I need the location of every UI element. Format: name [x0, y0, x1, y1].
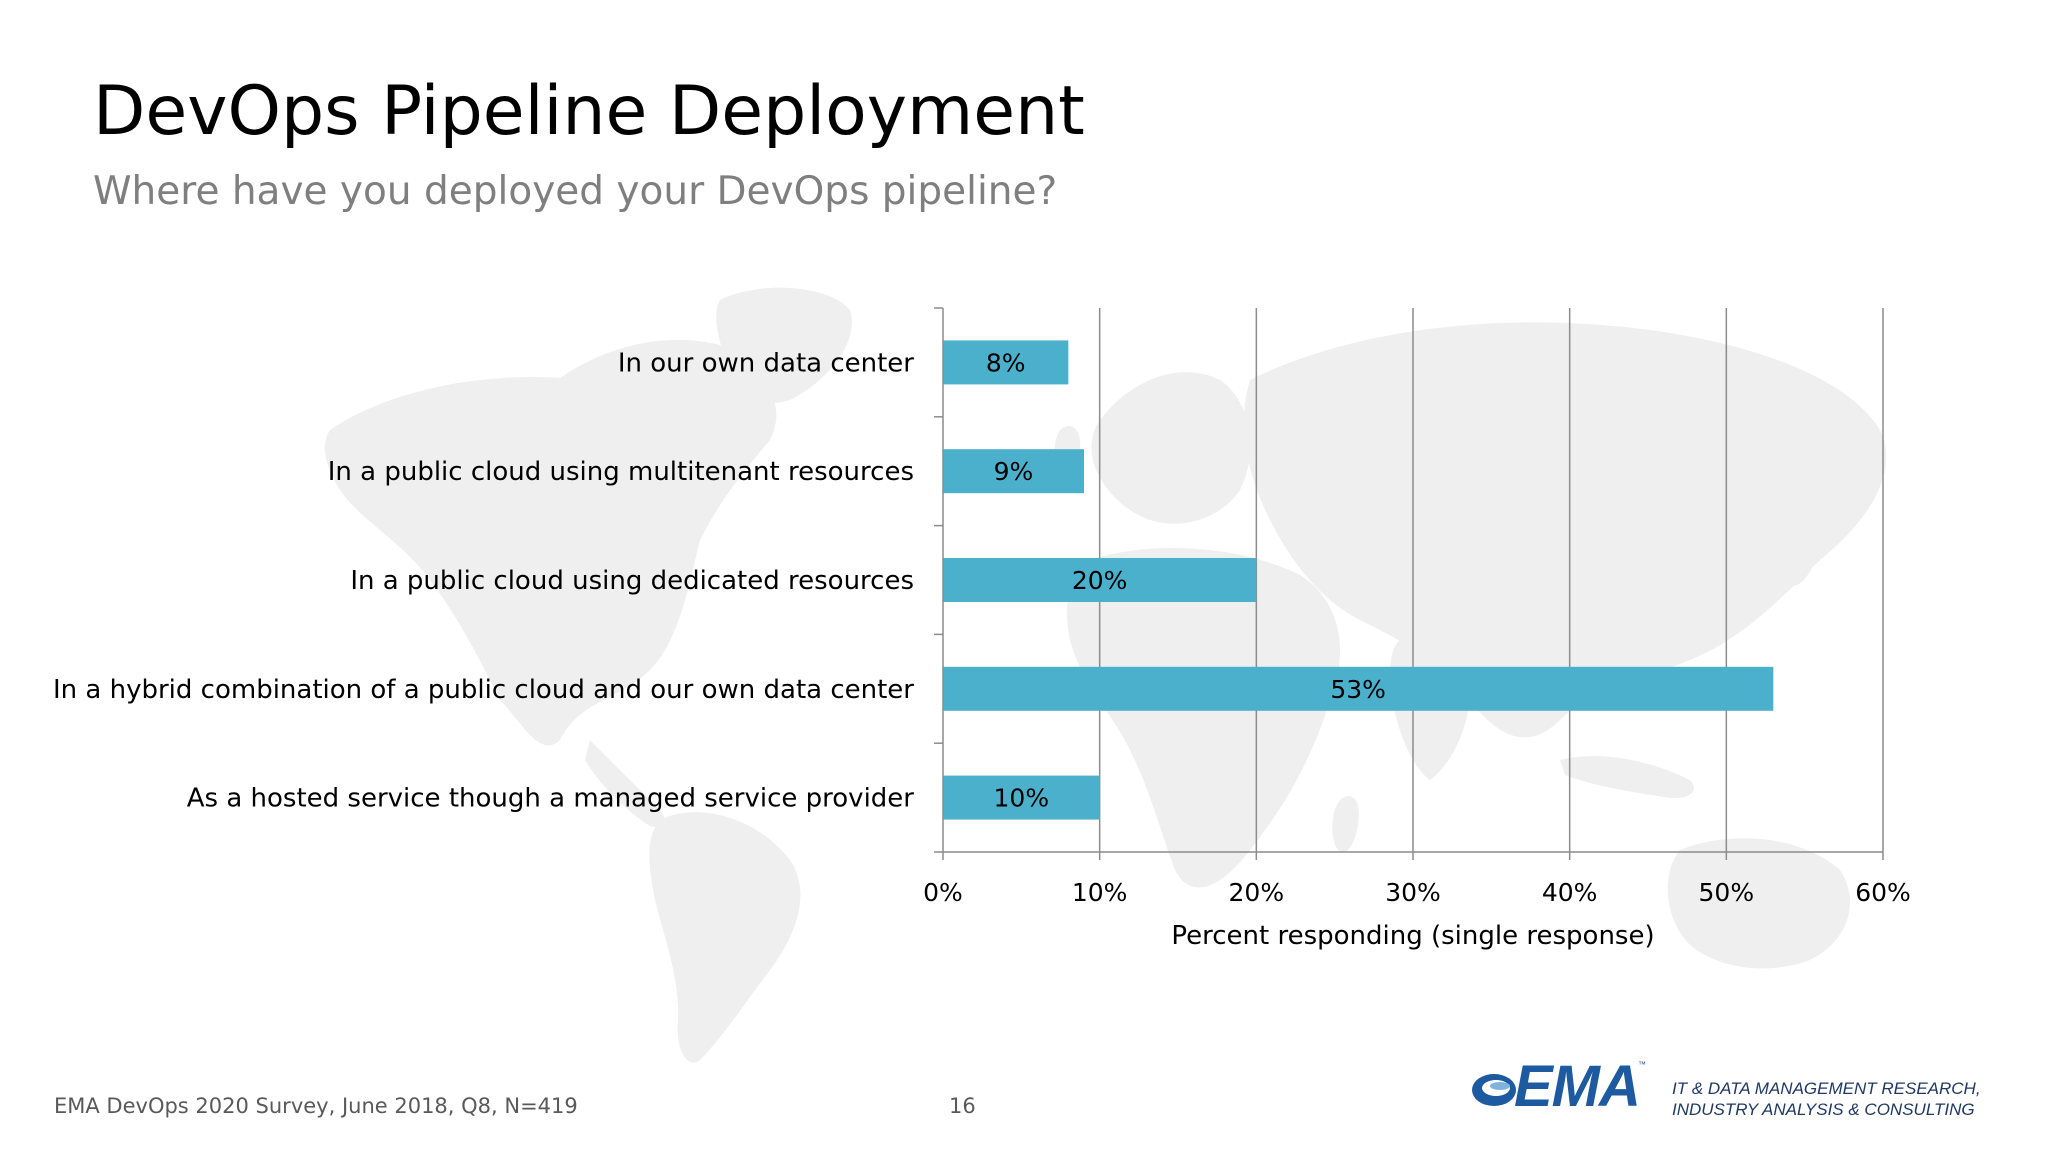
bar: [943, 449, 1084, 494]
ema-tagline: IT & DATA MANAGEMENT RESEARCH, INDUSTRY …: [1672, 1078, 1981, 1120]
category-label: In our own data center: [618, 348, 914, 378]
ema-swirl-icon: [1472, 1074, 1516, 1106]
ema-wordmark: EMA: [1514, 1054, 1641, 1119]
labels: 0% 10% 20% 30% 40% 50% 60% 8% In our own data ce…: [53, 348, 1911, 907]
category-label: In a public cloud using dedicated resour…: [350, 566, 914, 596]
data-label: 9%: [994, 457, 1034, 486]
x-tick-label: 30%: [1385, 878, 1441, 907]
data-label: 8%: [986, 348, 1026, 377]
tagline-line-1: IT & DATA MANAGEMENT RESEARCH,: [1672, 1079, 1981, 1098]
source-note: EMA DevOps 2020 Survey, June 2018, Q8, N…: [54, 1094, 578, 1118]
data-label: 20%: [1072, 566, 1128, 595]
axes: [934, 307, 1884, 860]
bar: [943, 666, 1774, 711]
slide-title: DevOps Pipeline Deployment: [93, 72, 1085, 151]
bar: [943, 340, 1069, 385]
ema-logo: EMA ™: [1470, 1058, 1650, 1122]
data-label: 53%: [1330, 675, 1386, 704]
category-label: In a public cloud using multitenant reso…: [328, 457, 914, 487]
page-number: 16: [949, 1094, 976, 1118]
bars: [943, 340, 1774, 820]
category-label: As a hosted service though a managed ser…: [187, 784, 915, 814]
bar: [943, 775, 1100, 820]
trademark-mark: ™: [1638, 1060, 1646, 1069]
category-label: In a hybrid combination of a public clou…: [53, 675, 914, 705]
x-tick-label: 0%: [923, 878, 963, 907]
data-label: 10%: [994, 784, 1050, 813]
x-axis-title: Percent responding (single response): [1171, 921, 1654, 951]
tagline-line-2: INDUSTRY ANALYSIS & CONSULTING: [1672, 1100, 1975, 1119]
x-tick-label: 20%: [1229, 878, 1285, 907]
x-tick-label: 10%: [1072, 878, 1128, 907]
x-tick-label: 40%: [1542, 878, 1598, 907]
bar: [943, 558, 1257, 602]
x-tick-label: 50%: [1699, 878, 1755, 907]
slide-subtitle: Where have you deployed your DevOps pipe…: [93, 169, 1058, 214]
x-tick-label: 60%: [1855, 878, 1911, 907]
